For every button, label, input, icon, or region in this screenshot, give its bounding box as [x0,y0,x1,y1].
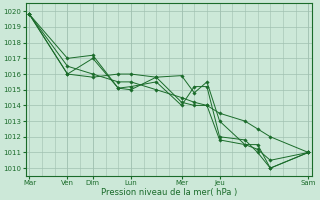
X-axis label: Pression niveau de la mer( hPa ): Pression niveau de la mer( hPa ) [101,188,237,197]
